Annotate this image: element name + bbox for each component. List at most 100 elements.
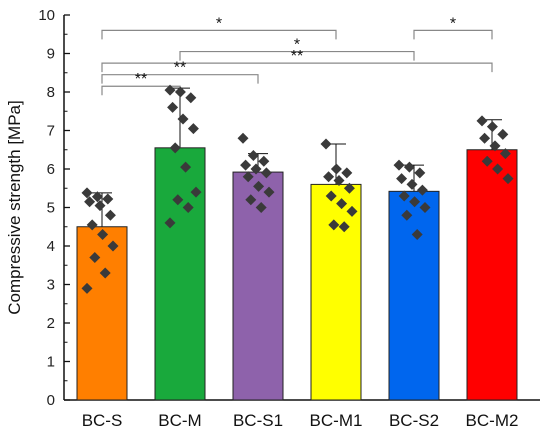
category-label: BC-M1 — [310, 411, 363, 430]
category-label: BC-M2 — [466, 411, 519, 430]
significance-label: * — [216, 15, 222, 32]
data-point — [81, 187, 93, 199]
data-point — [481, 155, 493, 167]
data-point — [416, 184, 428, 196]
data-point — [499, 148, 511, 160]
y-tick-label: 9 — [47, 46, 55, 63]
data-point — [89, 252, 101, 264]
data-point — [330, 163, 342, 175]
y-axis-label: Compressive strength [MPa] — [5, 100, 24, 314]
data-point — [320, 138, 332, 150]
data-point — [260, 167, 272, 179]
data-point — [97, 228, 109, 240]
data-point — [341, 167, 353, 179]
significance-bracket — [101, 74, 259, 84]
significance-label: ** — [174, 60, 186, 77]
significance-bracket — [179, 50, 415, 61]
significance-label: ** — [291, 48, 303, 65]
data-point — [323, 171, 335, 183]
data-point — [486, 121, 498, 133]
data-point — [263, 186, 275, 198]
y-tick-label: 10 — [38, 7, 55, 24]
category-label: BC-S1 — [233, 411, 283, 430]
data-point — [99, 267, 111, 279]
data-point — [237, 132, 249, 144]
data-point — [245, 194, 257, 206]
data-point — [86, 219, 98, 231]
data-point — [169, 142, 181, 154]
data-points — [81, 84, 514, 294]
data-point — [336, 198, 348, 210]
bar-bc-m1 — [310, 183, 362, 401]
data-point — [406, 178, 418, 190]
y-tick-label: 3 — [47, 277, 55, 294]
data-point — [393, 159, 405, 171]
data-point — [489, 140, 501, 152]
significance-label: * — [450, 15, 456, 32]
data-point — [174, 86, 186, 98]
data-point — [258, 155, 270, 167]
data-point — [180, 161, 192, 173]
y-tick-label: 6 — [47, 161, 55, 178]
category-label: BC-S — [82, 411, 123, 430]
y-tick-label: 2 — [47, 315, 55, 332]
data-point — [479, 132, 491, 144]
axes — [63, 14, 540, 401]
data-point — [247, 150, 259, 162]
data-point — [177, 113, 189, 125]
data-point — [91, 191, 103, 203]
data-point — [403, 161, 415, 173]
category-label: BC-S2 — [389, 411, 439, 430]
data-point — [164, 84, 176, 96]
significance-label: ** — [135, 71, 147, 88]
data-point — [398, 190, 410, 202]
bar-bc-s — [76, 226, 128, 401]
data-point — [401, 209, 413, 221]
data-point — [242, 171, 254, 183]
bar-bc-s1 — [232, 171, 284, 401]
data-point — [240, 159, 252, 171]
y-tick-label: 8 — [47, 84, 55, 101]
data-point — [346, 205, 358, 217]
data-point — [182, 202, 194, 213]
data-point — [253, 180, 265, 192]
error-bars — [92, 87, 502, 227]
data-point — [250, 163, 262, 175]
y-tick-label: 0 — [47, 392, 55, 409]
data-point — [419, 202, 431, 213]
data-point — [414, 167, 426, 179]
data-point — [396, 173, 408, 185]
y-tick-label: 1 — [47, 354, 55, 371]
data-point — [107, 240, 119, 252]
data-point — [502, 173, 514, 185]
data-point — [411, 228, 423, 240]
data-point — [255, 202, 267, 213]
bars — [76, 147, 518, 401]
labels: 0 1 2 3 4 5 6 7 8 9 10 Compressive strength [MPa] BC… — [5, 7, 518, 430]
bar-bc-s2 — [388, 190, 440, 401]
data-point — [104, 209, 116, 221]
data-point — [497, 128, 509, 140]
bar-bc-m2 — [466, 149, 518, 401]
data-point — [343, 182, 355, 194]
data-point — [325, 190, 337, 202]
data-point — [333, 175, 345, 187]
data-point — [409, 196, 421, 208]
data-point — [328, 219, 340, 231]
data-point — [102, 193, 114, 205]
data-point — [476, 115, 488, 127]
data-point — [167, 101, 179, 113]
data-point — [81, 282, 93, 294]
data-point — [338, 221, 350, 233]
data-point — [190, 186, 202, 198]
data-point — [172, 194, 184, 206]
bar-bc-m — [154, 147, 206, 401]
category-label: BC-M — [158, 411, 201, 430]
data-point — [164, 217, 176, 229]
significance-bracket — [101, 29, 337, 40]
significance-bracket — [413, 29, 493, 40]
y-tick-label: 7 — [47, 123, 55, 140]
significance-label: * — [294, 37, 300, 54]
data-point — [185, 92, 197, 104]
